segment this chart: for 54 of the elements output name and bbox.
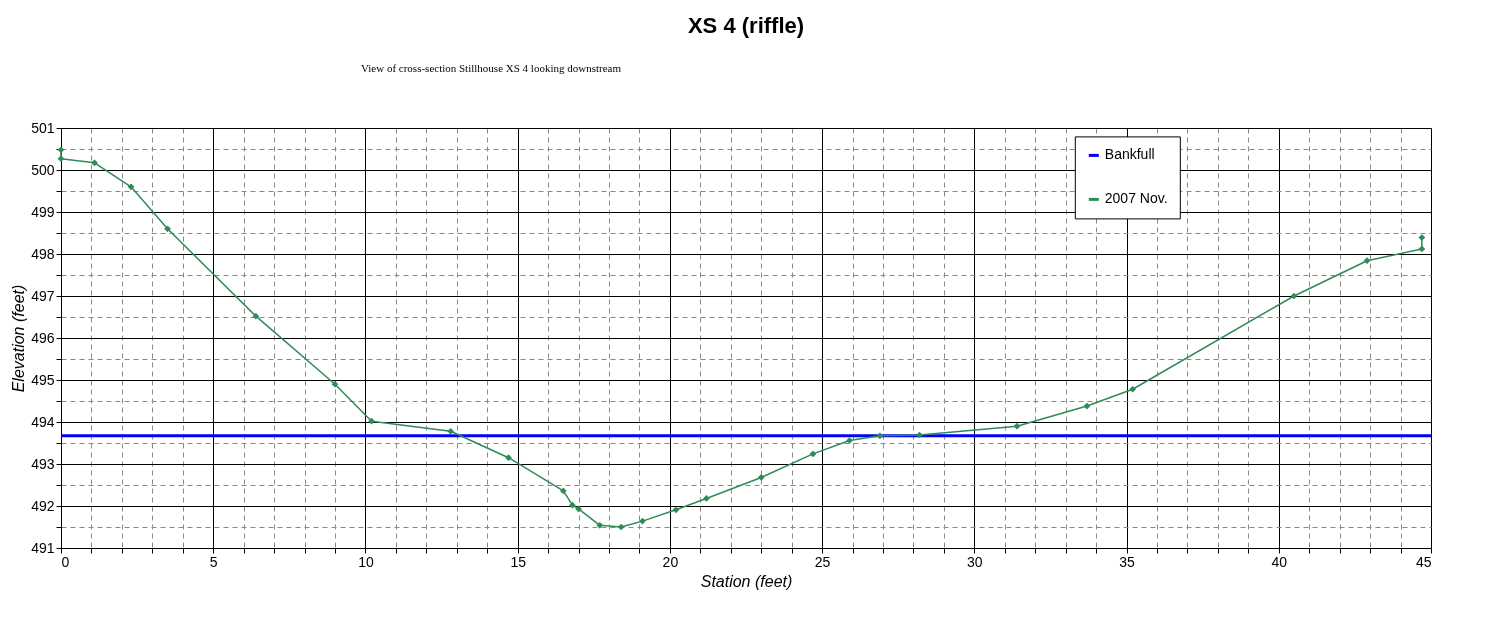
y-tick-label: 493 (31, 455, 55, 472)
y-tick-label: 496 (31, 329, 55, 346)
point (1013, 422, 1021, 430)
point (617, 523, 625, 531)
point (1290, 292, 1298, 300)
y-tick-label: 497 (31, 287, 55, 304)
point (1418, 245, 1426, 253)
point (757, 474, 765, 481)
x-tick-label: 40 (1271, 553, 1288, 570)
text: View of cross-section Stillhouse XS 4 looking downstream (361, 62, 622, 74)
point (569, 501, 576, 509)
point (846, 437, 853, 444)
y-tick-label: 495 (31, 371, 55, 388)
x-tick-label: 15 (510, 553, 527, 570)
point (876, 432, 884, 440)
point (1363, 257, 1371, 265)
point (252, 312, 260, 320)
point (1083, 402, 1091, 410)
x-tick-label: 25 (814, 553, 831, 570)
x-tick-label: 5 (209, 553, 218, 570)
point (331, 380, 339, 388)
x-tick-label: 20 (662, 553, 679, 570)
x-tick-label: 0 (61, 553, 70, 570)
point (127, 183, 135, 191)
x-axis-title: Station (feet) (700, 572, 793, 590)
y-tick-label: 499 (31, 203, 55, 220)
y-tick-label: 492 (31, 497, 55, 514)
y-tick-label: 501 (31, 119, 55, 136)
x-tick-label: 35 (1119, 553, 1136, 570)
point (559, 487, 567, 495)
point (164, 225, 171, 233)
y-tick-label: 500 (31, 161, 55, 178)
y-tick-label: 498 (31, 245, 55, 262)
point (672, 506, 680, 514)
point (596, 521, 604, 529)
point (809, 450, 817, 458)
y-axis-title: Elevation (feet) (10, 284, 28, 393)
y-tick-label: 491 (31, 539, 55, 556)
legend-label: 2007 Nov. (1104, 190, 1168, 207)
point (1418, 234, 1426, 241)
x-tick-label: 45 (1415, 553, 1432, 570)
y-tick-label: 494 (31, 413, 55, 430)
point (703, 495, 710, 502)
point (57, 146, 65, 154)
point (368, 417, 375, 425)
point (447, 427, 455, 435)
x-tick-label: 10 (358, 553, 374, 570)
point (1129, 385, 1136, 393)
point (505, 454, 512, 462)
point (91, 159, 98, 167)
chart-title: XS 4 (riffle) (687, 13, 805, 38)
x-tick-label: 30 (967, 553, 983, 570)
point (57, 155, 65, 163)
legend-label: Bankfull (1104, 146, 1155, 163)
